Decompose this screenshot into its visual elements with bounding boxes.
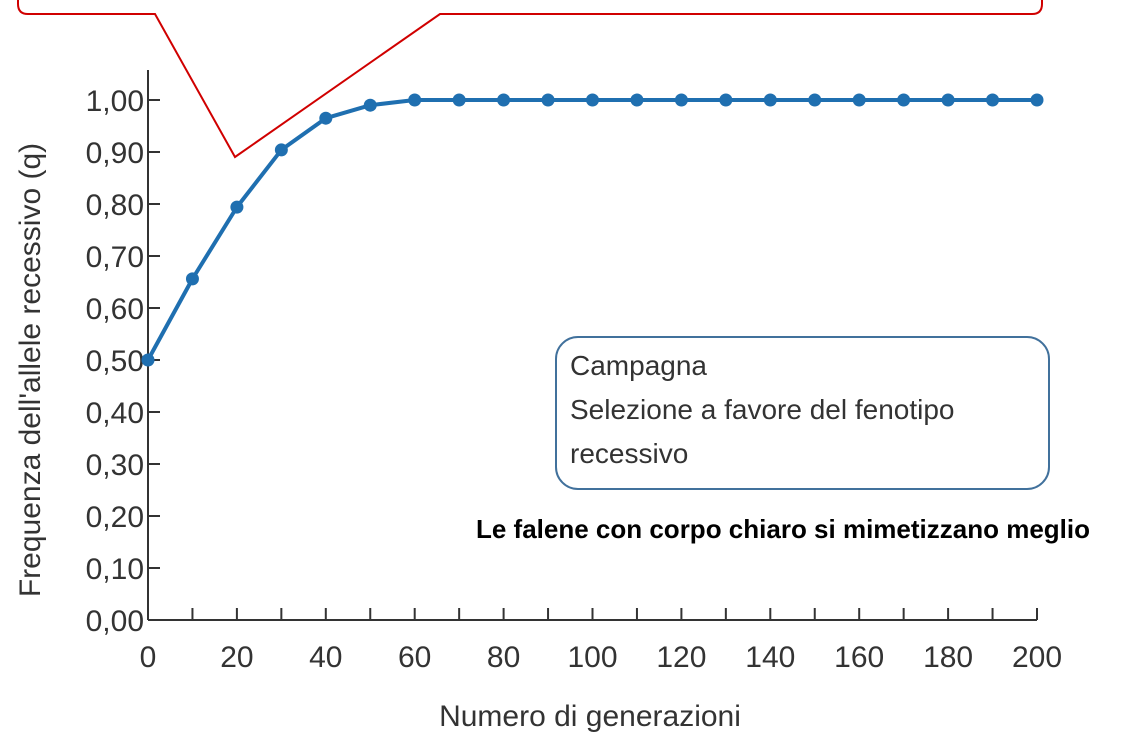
- x-tick-label: 180: [923, 641, 973, 674]
- y-tick-label: 0,00: [86, 605, 144, 638]
- x-tick-label: 100: [567, 641, 617, 674]
- data-point: [141, 353, 155, 367]
- box-line: recessivo: [570, 438, 688, 469]
- y-tick-label: 0,20: [86, 501, 144, 534]
- x-tick-label: 80: [487, 641, 520, 674]
- y-tick-label: 0,90: [86, 137, 144, 170]
- y-tick-label: 0,10: [86, 553, 144, 586]
- data-line: [146, 98, 1037, 361]
- data-point: [808, 93, 822, 107]
- box-line: Campagna: [570, 350, 707, 381]
- data-point: [274, 143, 288, 157]
- box-line: Selezione a favore del fenotipo: [570, 394, 955, 425]
- data-point: [541, 93, 555, 107]
- x-tick-label: 40: [309, 641, 342, 674]
- data-point: [897, 93, 911, 107]
- y-tick-label: 0,30: [86, 449, 144, 482]
- x-tick-label: 20: [220, 641, 253, 674]
- data-point: [763, 93, 777, 107]
- x-tick-label: 140: [745, 641, 795, 674]
- x-tick-label: 200: [1012, 641, 1062, 674]
- data-point: [363, 98, 377, 112]
- x-tick-label: 160: [834, 641, 884, 674]
- y-tick-label: 0,50: [86, 345, 144, 378]
- annotation-box: [555, 336, 1050, 490]
- data-point: [408, 93, 422, 107]
- data-point: [497, 93, 511, 107]
- data-point: [586, 93, 599, 107]
- y-tick-label: 0,40: [86, 397, 144, 430]
- data-point: [630, 93, 644, 107]
- x-axis-label: Numero di generazioni: [439, 700, 741, 733]
- y-tick-label: 0,60: [86, 293, 144, 326]
- x-tick-label: 120: [656, 641, 706, 674]
- callout: [17, 0, 1043, 159]
- y-axis-label: Frequenza dell'allele recessivo (q): [14, 143, 47, 597]
- y-tick-label: 0,70: [86, 241, 144, 274]
- data-point: [452, 93, 466, 107]
- x-tick-label: 60: [398, 641, 431, 674]
- x-tick-label: 0: [140, 641, 157, 674]
- data-point: [852, 93, 866, 107]
- data-point: [674, 93, 688, 107]
- data-point: [719, 93, 733, 107]
- y-tick-label: 1,00: [86, 85, 144, 118]
- caption: Le falene con corpo chiaro si mimetizzan…: [476, 514, 1090, 544]
- data-point: [185, 272, 199, 286]
- y-tick-label: 0,80: [86, 189, 144, 222]
- data-point: [319, 111, 333, 125]
- data-point: [941, 93, 955, 107]
- data-point: [230, 200, 244, 214]
- data-point: [986, 93, 1000, 107]
- data-point: [1030, 93, 1044, 107]
